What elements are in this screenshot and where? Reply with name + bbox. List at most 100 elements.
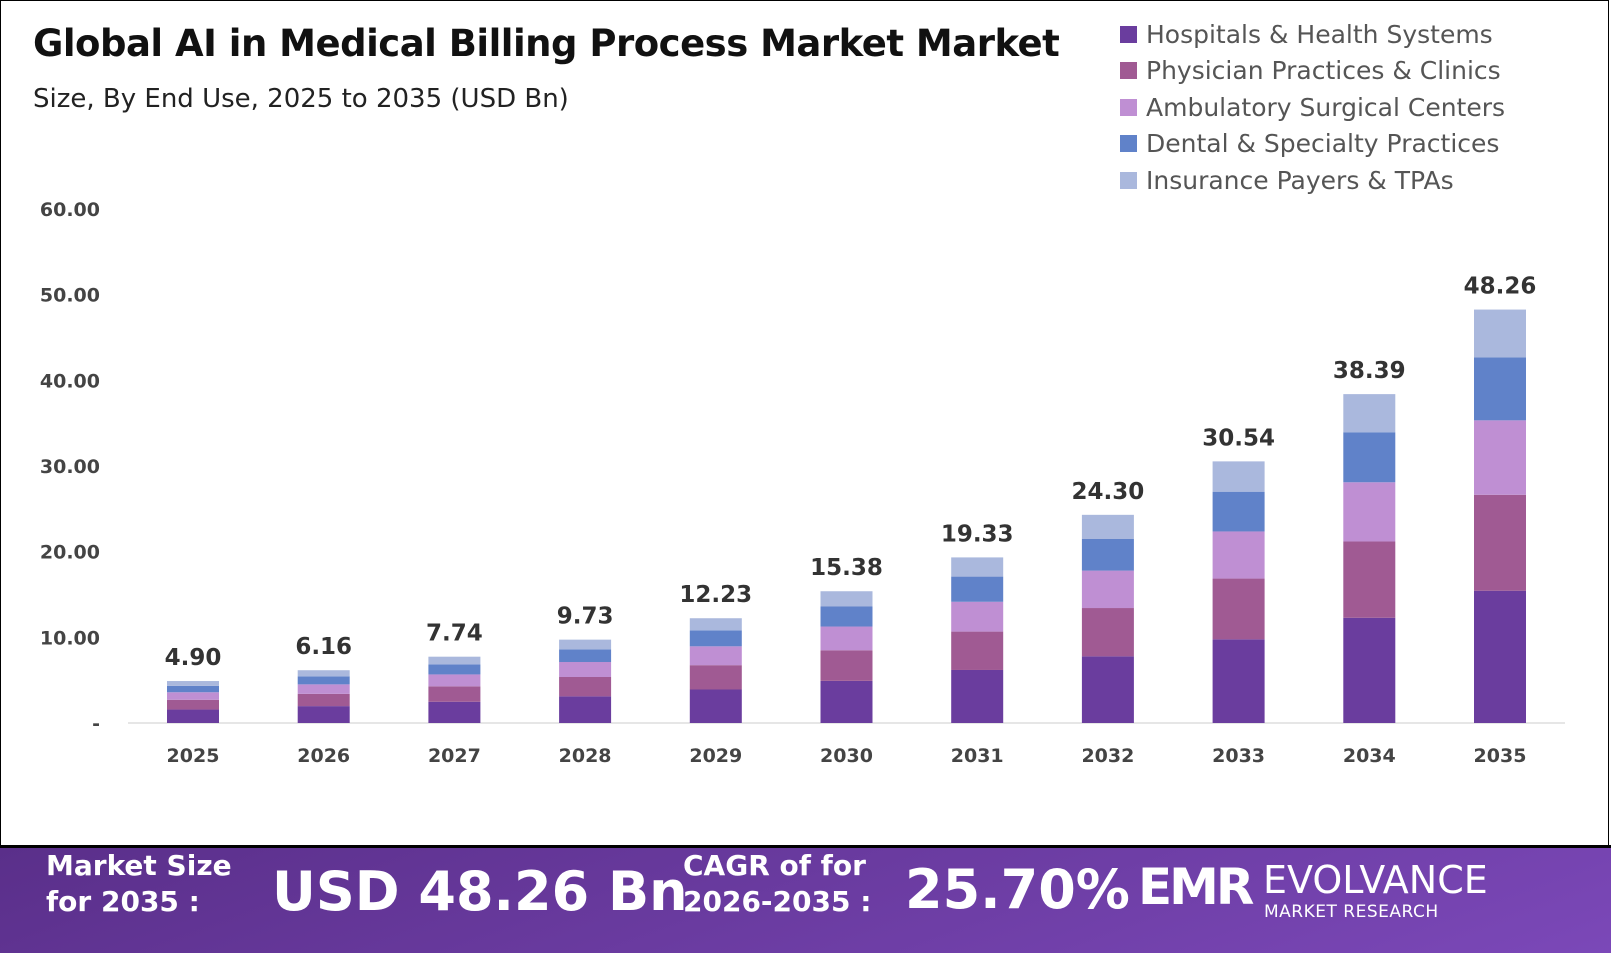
x-tick-label: 2033 <box>1212 745 1265 767</box>
bar-segment <box>167 699 219 710</box>
cagr-period: 2026-2035 : <box>683 885 872 918</box>
legend-item: Dental & Specialty Practices <box>1120 126 1505 163</box>
legend-swatch <box>1120 98 1137 116</box>
x-tick-label: 2035 <box>1474 745 1527 767</box>
bar-total-label: 9.73 <box>557 604 614 630</box>
bar-segment <box>820 680 873 723</box>
bar-segment <box>1212 639 1265 723</box>
y-tick-label: 20.00 <box>40 542 100 564</box>
bar-segment <box>559 662 612 677</box>
x-tick-label: 2027 <box>428 745 481 767</box>
bar-segment <box>1212 531 1265 579</box>
legend-label: Insurance Payers & TPAs <box>1146 165 1454 195</box>
footer-banner: Market Size for 2035 : USD 48.26 Bn CAGR… <box>0 845 1611 953</box>
bar-segment <box>428 686 481 702</box>
bar-total-label: 6.16 <box>295 634 352 660</box>
y-tick-label: - <box>92 713 100 735</box>
bar-segment <box>689 630 742 647</box>
bar-total-label: 30.54 <box>1202 425 1275 451</box>
market-size-year: for 2035 : <box>46 885 200 918</box>
legend-label: Physician Practices & Clinics <box>1146 56 1501 86</box>
bar-segment <box>1343 617 1396 723</box>
chart-subtitle: Size, By End Use, 2025 to 2035 (USD Bn) <box>33 84 569 114</box>
bar-segment <box>167 709 219 723</box>
bar-segment <box>689 665 742 690</box>
logo-name: EVOLVANCE <box>1263 858 1488 902</box>
x-tick-label: 2026 <box>297 745 350 767</box>
bar-total-label: 38.39 <box>1333 358 1406 384</box>
bar-segment <box>820 650 873 681</box>
bar-total-label: 4.90 <box>165 645 222 671</box>
bar-segment <box>820 591 873 607</box>
bar-segment <box>689 689 742 723</box>
bar-segment <box>297 670 350 677</box>
x-tick-label: 2030 <box>820 745 873 767</box>
legend-item: Hospitals & Health Systems <box>1120 16 1505 53</box>
bar-segment <box>1081 608 1134 657</box>
cagr-label: CAGR of for <box>683 849 866 882</box>
bar-segment <box>297 706 350 723</box>
bar-segment <box>1474 309 1526 358</box>
bar-segment <box>428 701 481 723</box>
bar-segment <box>297 684 350 694</box>
bar-segment <box>167 692 219 700</box>
market-size-label: Market Size <box>46 849 232 882</box>
bar-segment <box>1081 538 1134 571</box>
legend-swatch <box>1120 135 1137 153</box>
legend-swatch <box>1120 25 1137 43</box>
legend-item: Ambulatory Surgical Centers <box>1120 89 1505 126</box>
bar-segment <box>951 631 1004 670</box>
bar-segment <box>428 674 481 687</box>
bar-total-label: 15.38 <box>810 555 883 581</box>
bar-segment <box>1343 432 1396 483</box>
market-size-value: USD 48.26 Bn <box>272 860 688 923</box>
bar-segment <box>167 681 219 686</box>
cagr-value: 25.70% <box>905 858 1130 921</box>
bar-segment <box>1343 394 1396 433</box>
bar-segment <box>167 685 219 693</box>
bar-segment <box>559 676 612 697</box>
bar-segment <box>559 639 612 650</box>
x-tick-label: 2028 <box>559 745 612 767</box>
bar-total-label: 48.26 <box>1464 274 1537 300</box>
legend-item: Insurance Payers & TPAs <box>1120 162 1505 199</box>
bar-segment <box>951 669 1004 723</box>
bar-segment <box>951 557 1004 577</box>
bar-segment <box>951 601 1004 632</box>
bar-segment <box>689 618 742 631</box>
x-tick-label: 2034 <box>1343 745 1396 767</box>
y-tick-label: 40.00 <box>40 370 100 392</box>
bar-segment <box>820 626 873 651</box>
bar-segment <box>297 676 350 685</box>
x-tick-label: 2025 <box>167 745 220 767</box>
bar-total-label: 7.74 <box>426 621 483 647</box>
legend-label: Hospitals & Health Systems <box>1146 19 1493 49</box>
bar-segment <box>559 696 612 723</box>
bar-segment <box>1212 578 1265 640</box>
bar-segment <box>1474 494 1526 591</box>
bar-segment <box>1081 656 1134 723</box>
y-tick-label: 60.00 <box>40 199 100 221</box>
x-tick-label: 2029 <box>689 745 742 767</box>
legend-item: Physician Practices & Clinics <box>1120 53 1505 90</box>
y-tick-label: 10.00 <box>40 627 100 649</box>
bar-segment <box>1212 491 1265 532</box>
x-tick-label: 2032 <box>1081 745 1134 767</box>
x-tick-label: 2031 <box>951 745 1004 767</box>
y-tick-label: 50.00 <box>40 285 100 307</box>
bar-segment <box>1081 570 1134 609</box>
bar-segment <box>1212 461 1265 492</box>
logo-mark: EMR <box>1138 858 1254 916</box>
bar-segment <box>1343 482 1396 542</box>
stacked-bar-chart: - 10.00 20.00 30.00 40.00 50.00 60.00 4.90 2025 6… <box>40 199 1565 767</box>
bar-segment <box>1343 541 1396 618</box>
legend: Hospitals & Health Systems Physician Prac… <box>1120 16 1505 199</box>
legend-label: Dental & Specialty Practices <box>1146 129 1500 159</box>
bar-total-label: 19.33 <box>941 521 1014 547</box>
legend-swatch <box>1120 62 1137 80</box>
bar-segment <box>1474 357 1526 421</box>
bar-segment <box>297 693 350 707</box>
bar-segment <box>1474 420 1526 495</box>
bar-segment <box>428 664 481 675</box>
chart-title: Global AI in Medical Billing Process Mar… <box>33 22 1060 65</box>
